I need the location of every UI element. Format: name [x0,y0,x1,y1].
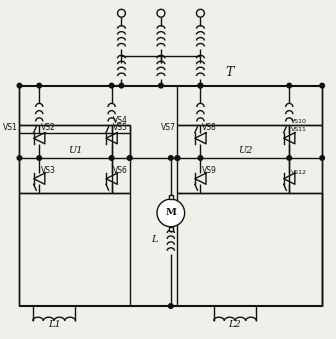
Circle shape [127,156,132,160]
Text: T: T [226,66,234,79]
Circle shape [37,83,42,88]
Text: L: L [151,235,158,244]
Circle shape [175,156,180,160]
Text: U1: U1 [68,146,83,155]
Circle shape [198,83,203,88]
Text: M: M [165,208,176,217]
Circle shape [127,156,132,160]
Text: L2: L2 [228,320,241,329]
Text: VS3: VS3 [41,166,56,175]
Circle shape [37,156,42,160]
Text: L1: L1 [48,320,60,329]
Text: VS9: VS9 [202,166,217,175]
Text: VS11: VS11 [291,127,307,132]
Text: VS6: VS6 [113,166,128,175]
Circle shape [287,156,292,160]
Circle shape [159,83,163,88]
Circle shape [198,83,203,88]
Text: VS7: VS7 [161,123,176,132]
Circle shape [109,83,114,88]
Circle shape [17,83,22,88]
Text: VS4: VS4 [113,116,128,125]
Text: VS2: VS2 [41,123,56,132]
Circle shape [198,156,203,160]
Text: VS8: VS8 [202,123,217,132]
Circle shape [320,83,325,88]
Text: VS12: VS12 [291,170,307,175]
Text: VS5: VS5 [113,123,128,132]
Circle shape [17,156,22,160]
Circle shape [169,156,173,160]
Circle shape [119,83,124,88]
Bar [169,195,173,199]
Circle shape [287,83,292,88]
Circle shape [320,156,325,160]
Bar [169,227,173,231]
Text: U2: U2 [238,146,252,155]
Text: VS10: VS10 [291,119,307,124]
Circle shape [169,304,173,308]
Circle shape [175,156,180,160]
Circle shape [109,156,114,160]
Circle shape [157,199,185,227]
Text: VS1: VS1 [3,123,18,132]
